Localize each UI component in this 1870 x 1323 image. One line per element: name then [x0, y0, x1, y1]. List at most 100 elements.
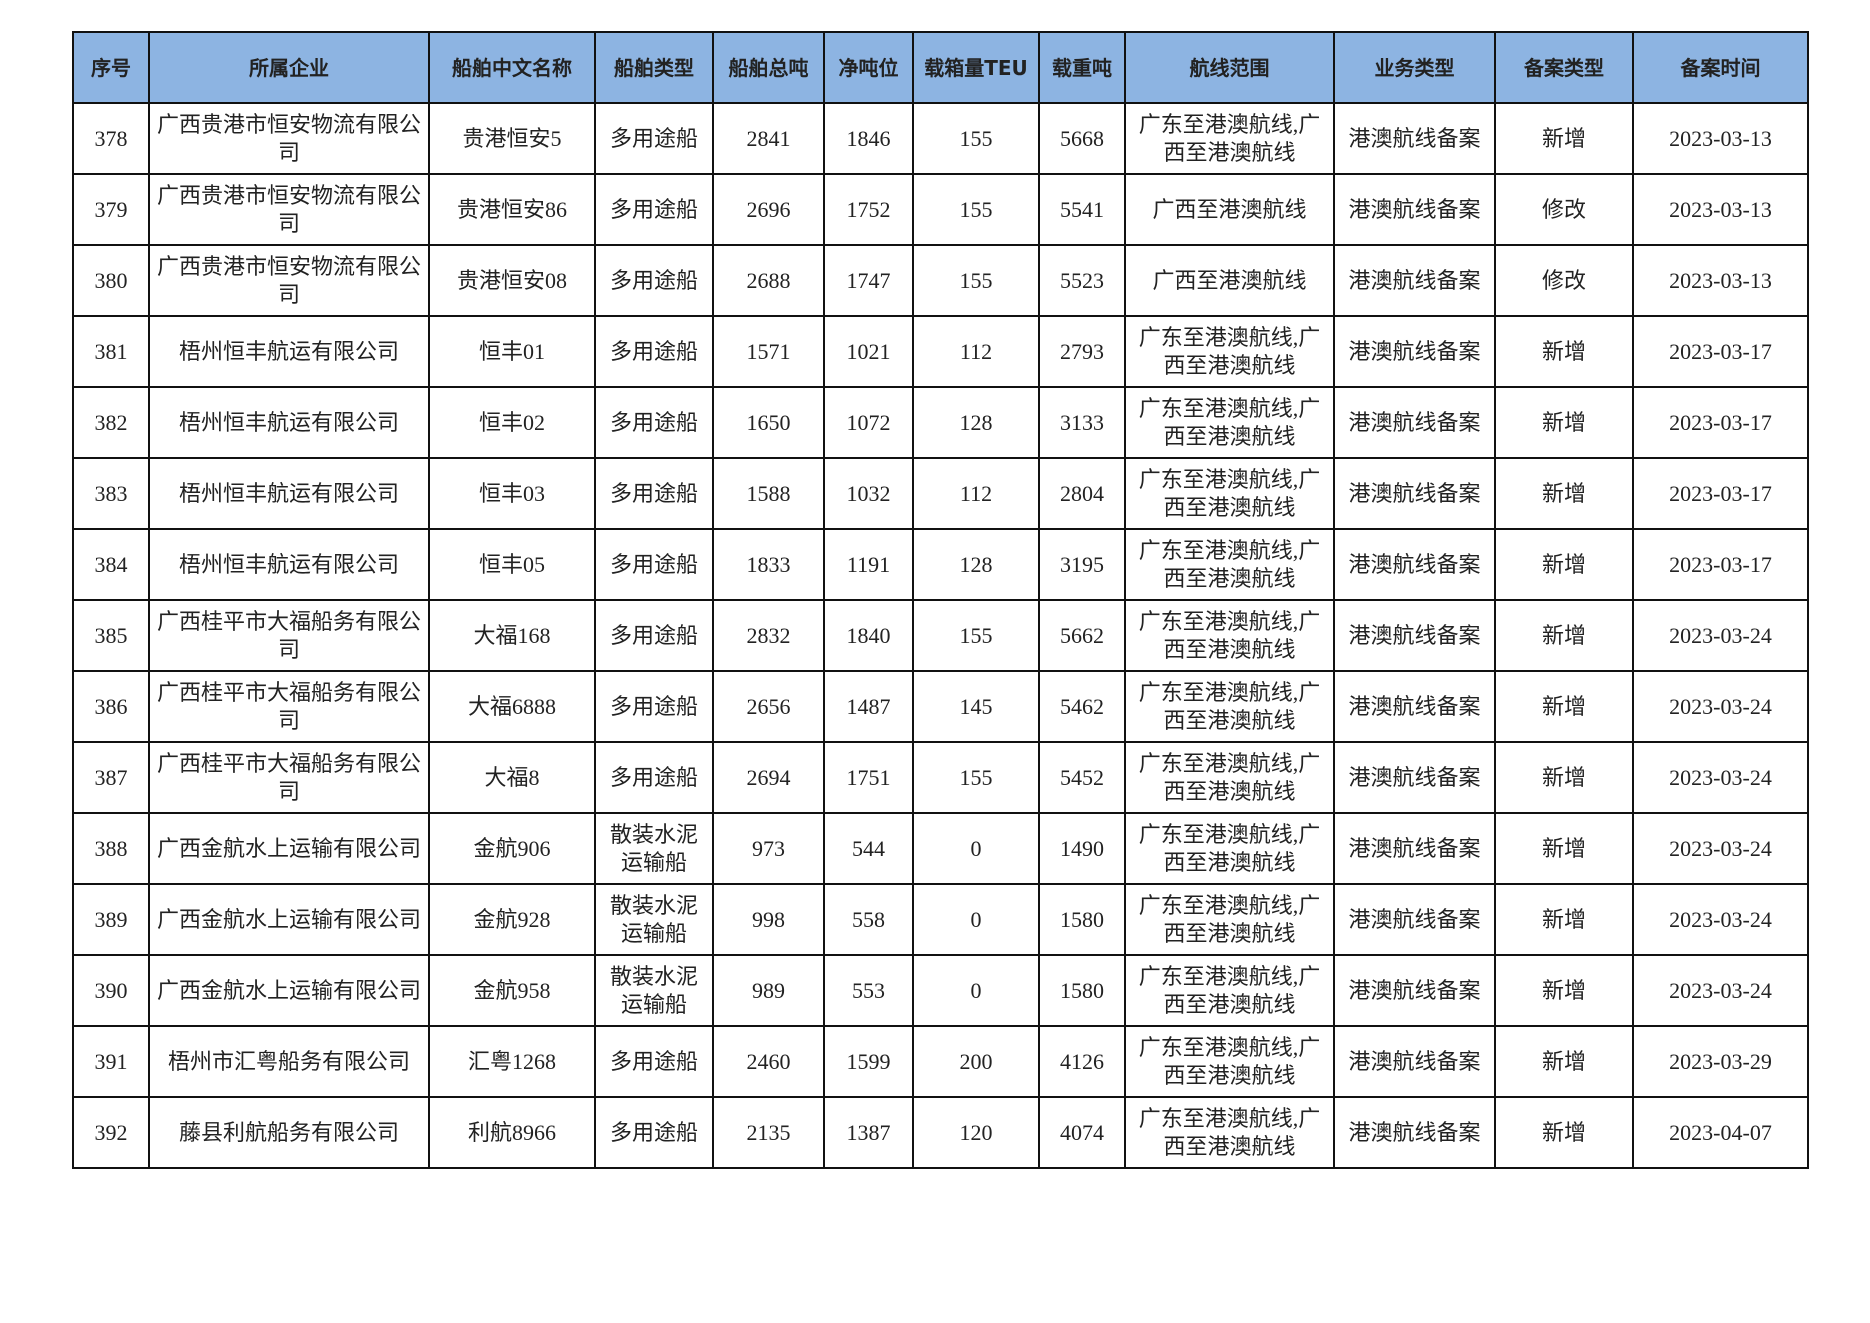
cell-business-type: 港澳航线备案	[1333, 741, 1496, 814]
cell-route-scope: 广东至港澳航线,广西至港澳航线	[1124, 670, 1335, 743]
cell-teu-capacity: 155	[912, 741, 1040, 814]
cell-gross-tonnage: 2135	[712, 1096, 825, 1169]
cell-company: 广西金航水上运输有限公司	[148, 883, 430, 956]
cell-business-type: 港澳航线备案	[1333, 883, 1496, 956]
cell-filing-type: 修改	[1494, 244, 1634, 317]
cell-net-tonnage: 1599	[823, 1025, 914, 1098]
table-row: 391 梧州市汇粤船务有限公司 汇粤1268 多用途船 2460 1599 200 4126 广…	[72, 1025, 1809, 1098]
cell-net-tonnage: 1840	[823, 599, 914, 672]
cell-vessel-name: 恒丰03	[428, 457, 596, 530]
cell-vessel-type: 散装水泥运输船	[594, 883, 714, 956]
cell-route-scope: 广东至港澳航线,广西至港澳航线	[1124, 1025, 1335, 1098]
cell-seq: 382	[72, 386, 150, 459]
cell-net-tonnage: 1752	[823, 173, 914, 246]
cell-vessel-type: 多用途船	[594, 173, 714, 246]
cell-company: 广西金航水上运输有限公司	[148, 954, 430, 1027]
cell-filing-type: 新增	[1494, 670, 1634, 743]
table-row: 380 广西贵港市恒安物流有限公司 贵港恒安08 多用途船 2688 1747 155 552…	[72, 244, 1809, 317]
cell-vessel-name: 贵港恒安86	[428, 173, 596, 246]
cell-filing-type: 新增	[1494, 812, 1634, 885]
cell-route-scope: 广西至港澳航线	[1124, 173, 1335, 246]
cell-company: 藤县利航船务有限公司	[148, 1096, 430, 1169]
cell-teu-capacity: 155	[912, 599, 1040, 672]
cell-filing-date: 2023-03-24	[1632, 599, 1809, 672]
cell-filing-type: 新增	[1494, 102, 1634, 175]
cell-deadweight: 3133	[1038, 386, 1126, 459]
table-row: 385 广西桂平市大福船务有限公司 大福168 多用途船 2832 1840 155 5662…	[72, 599, 1809, 672]
cell-net-tonnage: 1387	[823, 1096, 914, 1169]
cell-business-type: 港澳航线备案	[1333, 315, 1496, 388]
cell-route-scope: 广东至港澳航线,广西至港澳航线	[1124, 528, 1335, 601]
header-route-scope: 航线范围	[1124, 31, 1335, 104]
cell-business-type: 港澳航线备案	[1333, 173, 1496, 246]
cell-teu-capacity: 120	[912, 1096, 1040, 1169]
cell-net-tonnage: 1747	[823, 244, 914, 317]
cell-business-type: 港澳航线备案	[1333, 386, 1496, 459]
cell-seq: 385	[72, 599, 150, 672]
cell-gross-tonnage: 2832	[712, 599, 825, 672]
header-company: 所属企业	[148, 31, 430, 104]
cell-gross-tonnage: 1650	[712, 386, 825, 459]
cell-company: 梧州恒丰航运有限公司	[148, 386, 430, 459]
cell-route-scope: 广东至港澳航线,广西至港澳航线	[1124, 1096, 1335, 1169]
table-row: 383 梧州恒丰航运有限公司 恒丰03 多用途船 1588 1032 112 2804 广东至港…	[72, 457, 1809, 530]
cell-filing-date: 2023-03-24	[1632, 883, 1809, 956]
cell-vessel-type: 多用途船	[594, 244, 714, 317]
cell-company: 梧州恒丰航运有限公司	[148, 457, 430, 530]
cell-company: 梧州恒丰航运有限公司	[148, 528, 430, 601]
cell-company: 广西贵港市恒安物流有限公司	[148, 244, 430, 317]
cell-route-scope: 广东至港澳航线,广西至港澳航线	[1124, 741, 1335, 814]
cell-filing-date: 2023-03-24	[1632, 670, 1809, 743]
cell-company: 梧州恒丰航运有限公司	[148, 315, 430, 388]
header-business-type: 业务类型	[1333, 31, 1496, 104]
cell-business-type: 港澳航线备案	[1333, 954, 1496, 1027]
cell-net-tonnage: 1032	[823, 457, 914, 530]
cell-gross-tonnage: 2694	[712, 741, 825, 814]
cell-business-type: 港澳航线备案	[1333, 528, 1496, 601]
cell-gross-tonnage: 1571	[712, 315, 825, 388]
cell-filing-date: 2023-04-07	[1632, 1096, 1809, 1169]
cell-route-scope: 广东至港澳航线,广西至港澳航线	[1124, 883, 1335, 956]
cell-filing-type: 新增	[1494, 1096, 1634, 1169]
cell-gross-tonnage: 2460	[712, 1025, 825, 1098]
table-row: 386 广西桂平市大福船务有限公司 大福6888 多用途船 2656 1487 145 546…	[72, 670, 1809, 743]
table-row: 378 广西贵港市恒安物流有限公司 贵港恒安5 多用途船 2841 1846 155 5668…	[72, 102, 1809, 175]
cell-seq: 389	[72, 883, 150, 956]
cell-seq: 384	[72, 528, 150, 601]
table-row: 379 广西贵港市恒安物流有限公司 贵港恒安86 多用途船 2696 1752 155 554…	[72, 173, 1809, 246]
header-vessel-name: 船舶中文名称	[428, 31, 596, 104]
cell-vessel-type: 多用途船	[594, 386, 714, 459]
cell-teu-capacity: 0	[912, 883, 1040, 956]
cell-route-scope: 广东至港澳航线,广西至港澳航线	[1124, 315, 1335, 388]
header-filing-date: 备案时间	[1632, 31, 1809, 104]
cell-filing-type: 修改	[1494, 173, 1634, 246]
cell-teu-capacity: 0	[912, 954, 1040, 1027]
header-seq: 序号	[72, 31, 150, 104]
cell-deadweight: 2804	[1038, 457, 1126, 530]
header-row: 序号 所属企业 船舶中文名称 船舶类型 船舶总吨 净吨位 载箱量TEU 载重吨 航线范围 业务类型…	[72, 31, 1809, 104]
table-row: 388 广西金航水上运输有限公司 金航906 散装水泥运输船 973 544 0 1490 广东…	[72, 812, 1809, 885]
cell-filing-date: 2023-03-13	[1632, 173, 1809, 246]
cell-net-tonnage: 1846	[823, 102, 914, 175]
cell-vessel-name: 金航958	[428, 954, 596, 1027]
cell-net-tonnage: 544	[823, 812, 914, 885]
header-filing-type: 备案类型	[1494, 31, 1634, 104]
header-deadweight: 载重吨	[1038, 31, 1126, 104]
cell-deadweight: 5462	[1038, 670, 1126, 743]
cell-company: 梧州市汇粤船务有限公司	[148, 1025, 430, 1098]
cell-filing-date: 2023-03-24	[1632, 741, 1809, 814]
cell-seq: 392	[72, 1096, 150, 1169]
cell-route-scope: 广东至港澳航线,广西至港澳航线	[1124, 599, 1335, 672]
cell-route-scope: 广东至港澳航线,广西至港澳航线	[1124, 954, 1335, 1027]
cell-teu-capacity: 200	[912, 1025, 1040, 1098]
table-row: 381 梧州恒丰航运有限公司 恒丰01 多用途船 1571 1021 112 2793 广东至港…	[72, 315, 1809, 388]
cell-vessel-type: 多用途船	[594, 599, 714, 672]
cell-net-tonnage: 1191	[823, 528, 914, 601]
cell-seq: 387	[72, 741, 150, 814]
cell-gross-tonnage: 2688	[712, 244, 825, 317]
cell-net-tonnage: 1487	[823, 670, 914, 743]
cell-business-type: 港澳航线备案	[1333, 599, 1496, 672]
cell-net-tonnage: 1021	[823, 315, 914, 388]
cell-filing-date: 2023-03-24	[1632, 812, 1809, 885]
cell-gross-tonnage: 2696	[712, 173, 825, 246]
